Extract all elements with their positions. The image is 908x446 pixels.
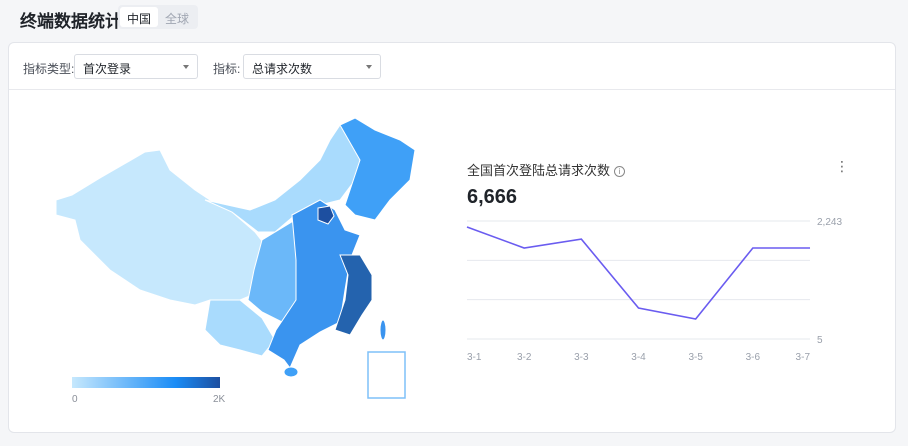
region-west bbox=[55, 149, 266, 306]
metric-type-label: 指标类型: bbox=[23, 62, 75, 76]
chart-title-text: 全国首次登陆总请求次数 bbox=[467, 163, 611, 178]
chevron-down-icon bbox=[366, 65, 372, 69]
region-east bbox=[267, 199, 361, 369]
legend-min: 0 bbox=[72, 394, 78, 405]
series-line bbox=[466, 226, 810, 320]
chevron-down-icon bbox=[183, 65, 189, 69]
south-sea-inset bbox=[367, 351, 406, 399]
y-tick-label: 5 bbox=[817, 335, 823, 346]
total-value: 6,666 bbox=[467, 186, 518, 208]
metric-type-select[interactable]: 首次登录 bbox=[74, 54, 198, 79]
x-tick-label: 3-2 bbox=[517, 352, 532, 363]
metric-value: 总请求次数 bbox=[252, 62, 313, 76]
page-title: 终端数据统计 bbox=[20, 12, 122, 31]
legend-max: 2K bbox=[213, 394, 226, 405]
metric-label: 指标: bbox=[213, 62, 241, 76]
more-options-icon[interactable]: ⋮ bbox=[835, 158, 849, 174]
line-chart: 2,243 5 3-1 3-2 3-3 3-4 3-5 3-6 3-7 bbox=[466, 217, 842, 363]
info-icon[interactable]: i bbox=[614, 166, 626, 177]
chart-title: 全国首次登陆总请求次数 i bbox=[467, 160, 626, 179]
x-tick-label: 3-1 bbox=[467, 352, 482, 363]
x-tick-label: 3-6 bbox=[746, 352, 761, 363]
filter-bar: 指标类型: 首次登录 指标: 总请求次数 bbox=[9, 43, 895, 90]
legend-gradient bbox=[72, 377, 220, 388]
region-beijing bbox=[317, 205, 335, 225]
tab-global[interactable]: 全球 bbox=[165, 12, 190, 26]
region-taiwan bbox=[379, 319, 387, 341]
metric-select[interactable]: 总请求次数 bbox=[243, 54, 381, 79]
x-tick-label: 3-3 bbox=[574, 352, 589, 363]
scope-toggle: 中国 全球 bbox=[118, 5, 199, 29]
region-east-dark bbox=[334, 254, 373, 336]
x-tick-label: 3-5 bbox=[688, 352, 703, 363]
y-tick-label: 2,243 bbox=[817, 217, 842, 228]
region-hainan bbox=[283, 366, 299, 378]
x-tick-label: 3-7 bbox=[796, 352, 811, 363]
metric-type-value: 首次登录 bbox=[83, 62, 132, 76]
tab-china[interactable]: 中国 bbox=[120, 7, 159, 27]
x-tick-label: 3-4 bbox=[631, 352, 646, 363]
region-southwest bbox=[204, 299, 276, 357]
region-northeast bbox=[339, 117, 416, 221]
